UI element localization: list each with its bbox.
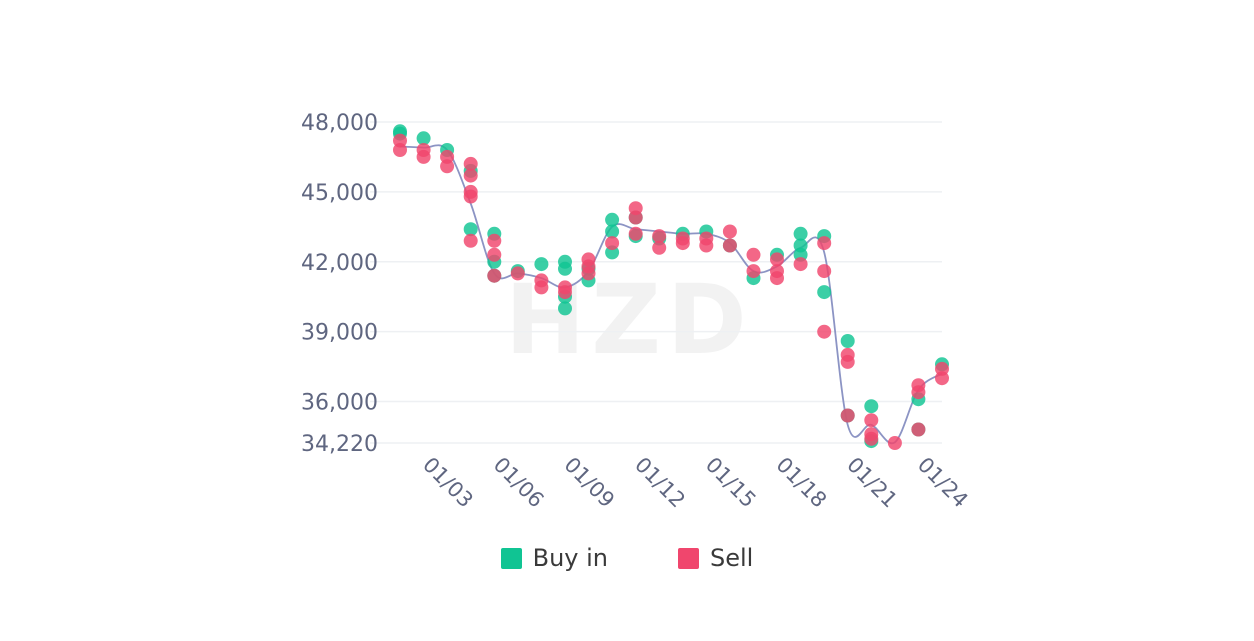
point-buy-in[interactable] <box>534 257 549 272</box>
x-tick-label: 01/06 <box>489 453 549 513</box>
point-sell[interactable] <box>770 252 784 267</box>
point-buy-in[interactable] <box>463 222 478 237</box>
point-sell[interactable] <box>817 236 832 251</box>
point-sell[interactable] <box>840 354 855 369</box>
point-sell[interactable] <box>393 143 407 157</box>
point-sell[interactable] <box>416 149 431 164</box>
data-points <box>393 124 949 450</box>
point-sell[interactable] <box>722 224 737 239</box>
point-buy-in[interactable] <box>840 334 855 348</box>
point-sell[interactable] <box>887 436 902 450</box>
point-buy-in[interactable] <box>605 224 620 239</box>
point-buy-in[interactable] <box>605 212 620 227</box>
point-buy-in[interactable] <box>558 301 572 316</box>
point-sell[interactable] <box>463 233 478 248</box>
point-sell[interactable] <box>817 264 832 279</box>
point-sell[interactable] <box>652 229 667 244</box>
point-sell[interactable] <box>628 210 643 225</box>
legend-label-buy-in: Buy in <box>532 544 609 572</box>
y-tick-label: 45,000 <box>301 181 378 206</box>
x-tick-label: 01/15 <box>701 453 761 513</box>
point-sell[interactable] <box>463 168 478 183</box>
point-sell[interactable] <box>770 271 784 286</box>
x-tick-label: 01/03 <box>418 453 478 513</box>
point-sell[interactable] <box>864 431 879 446</box>
point-sell[interactable] <box>581 266 596 281</box>
y-tick-label: 36,000 <box>301 391 378 416</box>
point-sell[interactable] <box>911 385 926 400</box>
x-tick-label: 01/18 <box>772 453 832 513</box>
y-tick-label: 34,220 <box>301 432 378 457</box>
y-tick-label: 39,000 <box>301 321 378 346</box>
point-sell[interactable] <box>911 422 926 437</box>
point-sell[interactable] <box>746 247 761 262</box>
point-sell[interactable] <box>487 247 502 262</box>
point-sell[interactable] <box>817 324 832 339</box>
point-sell[interactable] <box>463 156 478 171</box>
point-buy-in[interactable] <box>793 226 808 241</box>
x-tick-label: 01/21 <box>842 453 902 513</box>
point-buy-in[interactable] <box>416 131 431 146</box>
point-sell[interactable] <box>864 413 879 428</box>
point-sell[interactable] <box>463 189 478 204</box>
y-axis-ticks: 34,220 36,000 39,000 42,000 45,000 48,000 <box>301 111 378 457</box>
point-sell[interactable] <box>487 233 502 248</box>
point-buy-in[interactable] <box>817 285 832 300</box>
point-sell[interactable] <box>628 226 643 241</box>
x-tick-label: 01/12 <box>630 453 690 513</box>
trend-line-layer <box>399 144 943 445</box>
point-sell[interactable] <box>793 257 808 272</box>
legend-label-sell: Sell <box>710 544 754 572</box>
point-sell[interactable] <box>558 285 572 300</box>
y-tick-label: 42,000 <box>301 251 378 276</box>
point-sell[interactable] <box>487 268 502 283</box>
point-sell[interactable] <box>699 238 714 253</box>
point-sell[interactable] <box>840 408 855 423</box>
x-tick-label: 01/24 <box>913 453 973 513</box>
trend-line <box>399 144 943 445</box>
legend-swatch-sell <box>678 547 700 569</box>
point-sell[interactable] <box>675 236 690 251</box>
point-sell[interactable] <box>605 236 620 251</box>
point-buy-in[interactable] <box>864 399 879 414</box>
point-sell[interactable] <box>534 280 549 295</box>
point-sell[interactable] <box>440 159 455 174</box>
y-tick-label: 48,000 <box>301 111 378 136</box>
point-sell[interactable] <box>746 264 761 279</box>
x-axis-ticks: 01/03 01/06 01/09 01/12 01/15 01/18 01/21 01/24 <box>418 453 973 513</box>
x-tick-label: 01/09 <box>559 453 619 513</box>
point-buy-in[interactable] <box>558 261 572 276</box>
legend-item-buy-in[interactable]: Buy in <box>500 544 609 572</box>
point-sell[interactable] <box>652 240 667 255</box>
legend-swatch-buy-in <box>500 547 522 569</box>
chart-legend: Buy in Sell <box>0 540 1254 576</box>
point-sell[interactable] <box>722 238 737 253</box>
point-sell[interactable] <box>510 266 525 281</box>
gridlines <box>370 121 942 444</box>
point-sell[interactable] <box>935 371 949 386</box>
legend-item-sell[interactable]: Sell <box>678 544 753 572</box>
